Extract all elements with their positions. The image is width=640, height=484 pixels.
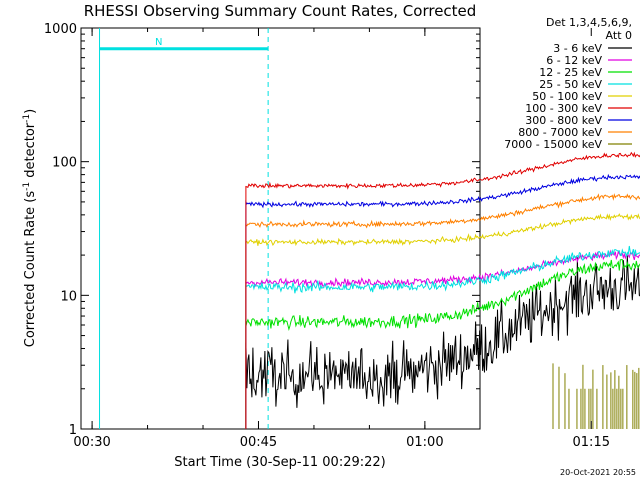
legend-label-1: 6 - 12 keV	[546, 54, 602, 67]
legend-label-4: 50 - 100 keV	[532, 90, 602, 103]
footer-date: 20-Oct-2021 20:55	[560, 468, 636, 477]
legend-label-3: 25 - 50 keV	[539, 78, 602, 91]
legend-label-5: 100 - 300 keV	[525, 102, 602, 115]
plot-frame	[80, 27, 481, 430]
legend-detectors: Det 1,3,4,5,6,9,	[546, 16, 632, 29]
legend-label-2: 12 - 25 keV	[539, 66, 602, 79]
x-tick-label-0: 00:30	[73, 435, 110, 450]
night-markers	[99, 28, 269, 429]
series-line-3	[245, 245, 640, 429]
y-tick-label-1: 10	[60, 289, 77, 304]
series-line-4	[245, 213, 640, 429]
series-line-8	[552, 363, 640, 429]
chart-title: RHESSI Observing Summary Count Rates, Co…	[84, 2, 477, 20]
series-line-6	[245, 173, 640, 429]
series-layer	[245, 151, 640, 429]
series-line-0	[245, 255, 640, 429]
legend-label-7: 800 - 7000 keV	[518, 126, 602, 139]
series-line-1	[245, 249, 640, 429]
series-line-2	[245, 259, 640, 429]
legend-attenuator: Att 0	[606, 29, 632, 42]
x-tick-label-3: 01:15	[573, 435, 610, 450]
series-line-7	[245, 193, 640, 429]
y-tick-label-3: 1000	[44, 22, 77, 37]
axes: 110100100000:3000:4501:0001:1501:3001:45…	[44, 22, 610, 450]
legend-label-8: 7000 - 15000 keV	[504, 138, 602, 151]
y-tick-label-2: 100	[52, 156, 77, 171]
x-axis-label: Start Time (30-Sep-11 00:29:22)	[174, 455, 385, 470]
series-line-5	[245, 151, 640, 429]
y-tick-label-0: 1	[69, 423, 77, 438]
x-tick-label-2: 01:00	[406, 435, 443, 450]
legend-label-0: 3 - 6 keV	[553, 42, 602, 55]
night-marker-label: N	[155, 37, 162, 48]
y-axis-label: Corrected Count Rate (s-1 detector-1)	[22, 109, 38, 347]
legend-label-6: 300 - 800 keV	[525, 114, 602, 127]
x-tick-label-1: 00:45	[240, 435, 277, 450]
